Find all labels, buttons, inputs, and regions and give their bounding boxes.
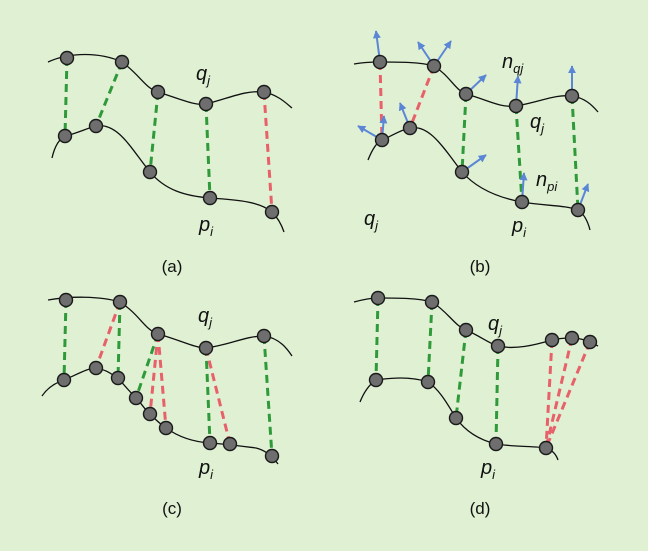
point-q-b2 [426, 58, 442, 74]
point-p-c3 [110, 370, 126, 386]
caption-a: (a) [162, 257, 183, 276]
point-p-c7 [202, 435, 218, 451]
point-q-c4 [198, 340, 214, 356]
point-p-b4 [514, 194, 530, 210]
point-q-c2 [112, 294, 128, 310]
point-p-d1 [368, 372, 384, 388]
match-line-a5 [262, 91, 274, 213]
match-line-d4 [494, 345, 500, 445]
point-q-d2 [424, 294, 440, 310]
curve-q-c [47, 296, 293, 357]
match-line-d7 [544, 341, 592, 449]
match-line-b5 [570, 95, 580, 211]
match-line-c1 [62, 299, 68, 381]
label-q-d: qj [488, 313, 503, 338]
label-q-c: qj [198, 305, 213, 330]
point-q-d7 [582, 334, 598, 350]
point-p-d5 [538, 440, 554, 456]
point-q-a5 [256, 84, 272, 100]
match-line-b4 [514, 105, 524, 203]
point-q-b1 [372, 54, 388, 70]
point-p-d4 [488, 436, 504, 452]
point-p-d3 [448, 410, 464, 426]
caption-c: (c) [162, 499, 182, 518]
match-line-c5 [148, 333, 160, 415]
point-q-a3 [150, 84, 166, 100]
panel-c: qj pi (c) [41, 292, 293, 518]
label-q-a: qj [196, 63, 211, 88]
match-line-c3 [116, 301, 122, 379]
label-np-b: npi [536, 169, 558, 194]
match-line-c9 [262, 335, 274, 457]
match-line-a3 [148, 91, 160, 173]
point-p-a2 [88, 118, 104, 134]
point-p-b1 [374, 132, 390, 148]
label-q-b: qj [530, 111, 545, 136]
point-p-c6 [158, 420, 174, 436]
point-p-c5 [142, 406, 158, 422]
point-p-a1 [57, 128, 73, 144]
caption-d: (d) [470, 499, 491, 518]
match-line-d5 [544, 339, 554, 449]
match-line-c7 [204, 347, 212, 444]
point-q-d1 [370, 290, 386, 306]
match-line-a4 [204, 103, 212, 199]
label-p-c: pi [198, 457, 214, 482]
curve-q-b [353, 61, 599, 113]
panel-d: qj pi (d) [353, 290, 599, 518]
point-q-a4 [198, 96, 214, 112]
point-q-c3 [150, 326, 166, 342]
point-q-a1 [59, 50, 75, 66]
label-nq-b: nqj [502, 51, 524, 76]
curve-q-a [47, 53, 293, 109]
point-q-c1 [58, 292, 74, 308]
point-q-b5 [564, 88, 580, 104]
point-q-a2 [114, 54, 130, 70]
match-line-d6 [544, 337, 574, 449]
label-q-b-left: qj [364, 208, 379, 233]
match-line-c8 [204, 347, 232, 445]
point-p-a5 [264, 204, 280, 220]
match-line-a2 [94, 61, 124, 127]
point-p-a3 [142, 164, 158, 180]
point-p-c1 [56, 372, 72, 388]
match-line-d1 [374, 297, 380, 381]
point-q-d4 [490, 338, 506, 354]
curve-p-a [51, 125, 285, 233]
caption-b: (b) [470, 257, 491, 276]
label-p-a: pi [198, 214, 214, 239]
point-p-c8 [222, 436, 238, 452]
point-q-d5 [544, 332, 560, 348]
match-line-c4 [134, 333, 160, 399]
point-p-b5 [570, 202, 586, 218]
point-p-d2 [420, 374, 436, 390]
label-p-d: pi [480, 457, 496, 482]
point-p-c9 [264, 448, 280, 464]
match-line-c2 [94, 301, 122, 369]
point-q-b4 [508, 98, 524, 114]
panel-a: qj pi (a) [47, 50, 293, 276]
match-line-b3 [460, 93, 468, 173]
point-p-b2 [402, 120, 418, 136]
match-line-d2 [426, 301, 434, 383]
match-line-b2 [408, 65, 436, 129]
curve-p-c [41, 367, 279, 465]
curve-q-d [353, 297, 599, 349]
match-line-d3 [454, 329, 468, 419]
point-p-b3 [454, 164, 470, 180]
point-p-a4 [202, 190, 218, 206]
panel-b: nqj qj npi qj pi (b) [353, 30, 599, 276]
match-line-a1 [63, 57, 69, 137]
point-q-c5 [256, 328, 272, 344]
point-p-c2 [88, 360, 104, 376]
point-p-c4 [128, 390, 144, 406]
point-q-d6 [564, 330, 580, 346]
point-q-d3 [458, 322, 474, 338]
match-line-c6 [156, 333, 168, 429]
label-p-b: pi [511, 215, 527, 240]
point-q-b3 [458, 86, 474, 102]
match-line-b1 [378, 61, 384, 141]
